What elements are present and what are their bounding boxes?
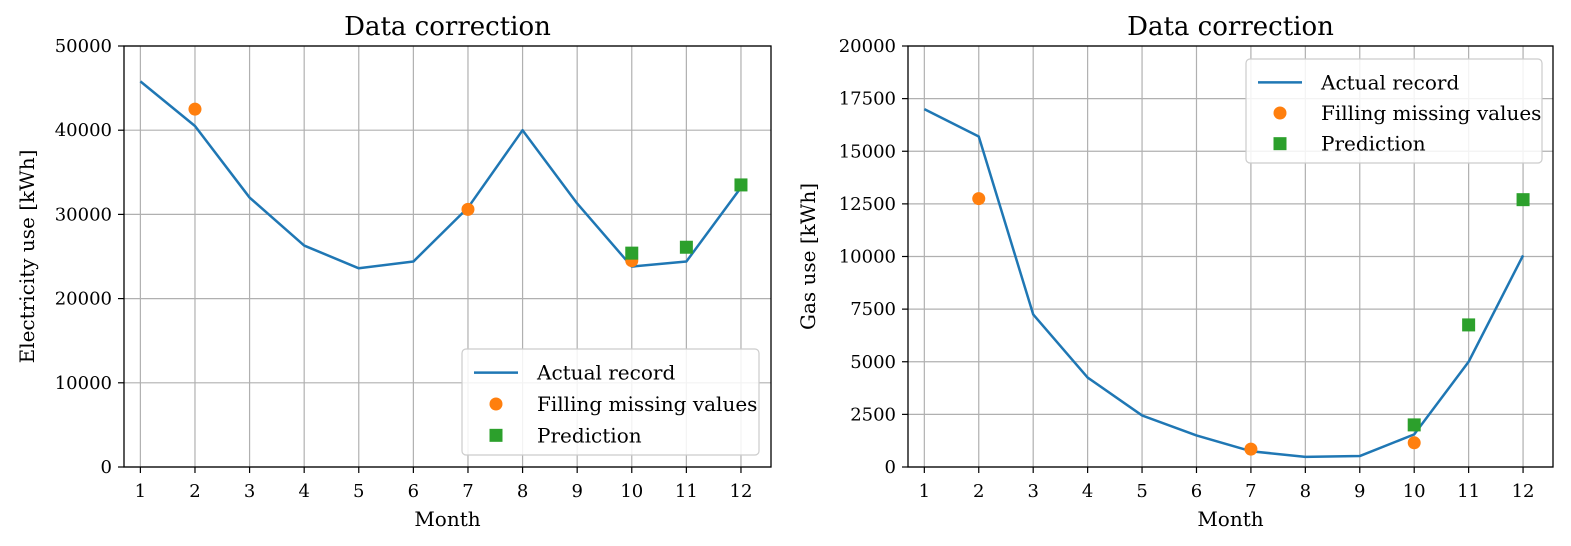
x-tick-label: 7 bbox=[462, 481, 473, 502]
x-axis-label: Month bbox=[1197, 507, 1263, 531]
legend-label: Filling missing values bbox=[1321, 101, 1541, 125]
y-tick-label: 5000 bbox=[850, 352, 896, 373]
x-tick-label: 4 bbox=[1082, 481, 1093, 502]
y-tick-label: 40000 bbox=[55, 120, 112, 141]
x-tick-label: 1 bbox=[135, 481, 146, 502]
y-tick-label: 12500 bbox=[839, 194, 896, 215]
legend-label: Actual record bbox=[1320, 70, 1459, 94]
y-tick-label: 10000 bbox=[839, 247, 896, 268]
prediction-point bbox=[1462, 318, 1476, 332]
x-tick-label: 9 bbox=[571, 481, 582, 502]
chart-title: Data correction bbox=[344, 12, 551, 42]
x-tick-label: 3 bbox=[244, 481, 255, 502]
y-axis-label: Electricity use [kWh] bbox=[15, 150, 39, 364]
y-axis-label: Gas use [kWh] bbox=[796, 183, 820, 330]
x-tick-label: 10 bbox=[1403, 481, 1426, 502]
prediction-point bbox=[679, 240, 693, 254]
x-axis-label: Month bbox=[414, 507, 480, 531]
x-tick-label: 4 bbox=[298, 481, 309, 502]
x-tick-label: 2 bbox=[973, 481, 984, 502]
legend-square-icon bbox=[489, 428, 503, 442]
filling-point bbox=[188, 102, 202, 116]
x-tick-label: 12 bbox=[1512, 481, 1535, 502]
y-tick-label: 20000 bbox=[839, 36, 896, 57]
x-tick-label: 10 bbox=[620, 481, 643, 502]
y-tick-label: 50000 bbox=[55, 36, 112, 57]
prediction-point bbox=[1516, 193, 1530, 207]
actual-record-line bbox=[139, 80, 742, 270]
legend-box bbox=[461, 348, 760, 456]
filling-point bbox=[1244, 442, 1258, 456]
y-tick-label: 30000 bbox=[55, 204, 112, 225]
y-tick-label: 7500 bbox=[850, 299, 896, 320]
legend-label: Prediction bbox=[1321, 132, 1426, 156]
legend-circle-icon bbox=[489, 397, 503, 411]
actual-record-line bbox=[923, 108, 1525, 459]
legend-circle-icon bbox=[1273, 106, 1287, 120]
filling-point bbox=[972, 192, 986, 206]
y-tick-label: 2500 bbox=[850, 404, 896, 425]
x-tick-label: 9 bbox=[1354, 481, 1365, 502]
x-tick-label: 6 bbox=[1191, 481, 1202, 502]
legend-label: Filling missing values bbox=[537, 392, 757, 416]
x-tick-label: 11 bbox=[1457, 481, 1480, 502]
filling-point bbox=[1407, 436, 1421, 450]
x-tick-label: 6 bbox=[408, 481, 419, 502]
x-tick-label: 2 bbox=[189, 481, 200, 502]
filling-point bbox=[461, 202, 475, 216]
x-tick-label: 5 bbox=[353, 481, 364, 502]
legend-label: Prediction bbox=[537, 423, 642, 447]
x-tick-label: 5 bbox=[1136, 481, 1147, 502]
y-tick-label: 0 bbox=[101, 457, 112, 478]
prediction-point bbox=[734, 178, 748, 192]
y-tick-label: 17500 bbox=[839, 89, 896, 110]
x-tick-label: 8 bbox=[1300, 481, 1311, 502]
electricity-chart: 1 2 3 4 5 6 7 8 9 10 11 120100002000030000400005000… bbox=[15, 12, 772, 531]
prediction-point bbox=[1407, 418, 1421, 432]
legend-box bbox=[1245, 58, 1543, 164]
y-tick-label: 20000 bbox=[55, 289, 112, 310]
x-tick-label: 3 bbox=[1027, 481, 1038, 502]
x-tick-label: 12 bbox=[730, 481, 753, 502]
x-tick-label: 1 bbox=[919, 481, 930, 502]
y-tick-label: 15000 bbox=[839, 141, 896, 162]
legend-square-icon bbox=[1273, 137, 1287, 151]
y-tick-label: 10000 bbox=[55, 373, 112, 394]
legend-label: Actual record bbox=[536, 361, 675, 385]
chart-title: Data correction bbox=[1127, 12, 1334, 42]
axes-frame bbox=[907, 45, 1554, 468]
gas-chart: 1 2 3 4 5 6 7 8 9 10 11 120250050007500100001250015… bbox=[796, 12, 1554, 531]
x-tick-label: 7 bbox=[1245, 481, 1256, 502]
y-tick-label: 0 bbox=[885, 457, 896, 478]
axes-frame bbox=[123, 45, 772, 468]
x-tick-label: 11 bbox=[675, 481, 698, 502]
x-tick-label: 8 bbox=[517, 481, 528, 502]
prediction-point bbox=[625, 246, 639, 260]
